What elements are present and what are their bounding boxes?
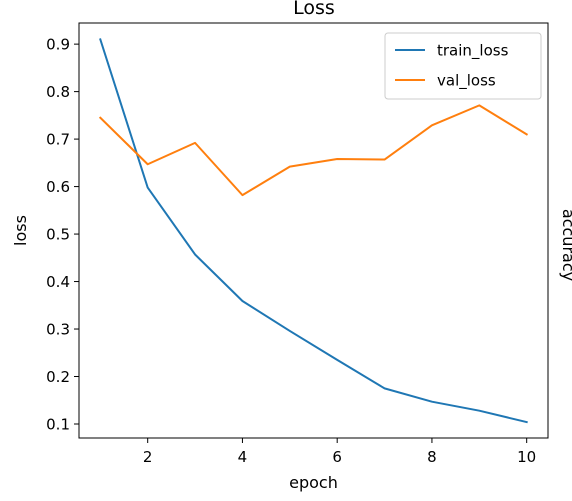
y-axis-ticks: 0.1 0.2 0.3 0.4 0.5 0.6 0.7 0.8 0.9	[46, 36, 79, 433]
x-tick-label: 10	[517, 448, 536, 466]
x-axis-ticks: 2 4 6 8 10	[143, 438, 536, 466]
legend-label-val-loss: val_loss	[437, 72, 496, 91]
y-tick-label: 0.3	[46, 321, 70, 339]
series-line-train-loss	[99, 38, 528, 424]
series-lines	[98, 38, 529, 424]
x-tick-label: 4	[238, 448, 248, 466]
series-line-val-loss	[98, 104, 529, 197]
y-axis-label: loss	[11, 215, 30, 246]
y-tick-label: 0.2	[46, 368, 70, 386]
x-tick-label: 6	[332, 448, 342, 466]
legend: train_loss val_loss	[384, 32, 542, 100]
x-tick-label: 2	[143, 448, 153, 466]
y-tick-label: 0.7	[46, 131, 70, 149]
y-tick-label: 0.6	[46, 178, 70, 196]
y-tick-label: 0.5	[46, 226, 70, 244]
y-tick-label: 0.4	[46, 273, 70, 291]
y-tick-label: 0.9	[46, 36, 70, 54]
x-tick-label: 8	[427, 448, 437, 466]
y-tick-label: 0.1	[46, 415, 70, 433]
y-tick-label: 0.8	[46, 83, 70, 101]
legend-label-train-loss: train_loss	[437, 42, 509, 61]
secondary-y-axis-label: accuracy	[559, 209, 572, 281]
x-axis-label: epoch	[289, 473, 338, 492]
chart-title: Loss	[293, 0, 335, 19]
